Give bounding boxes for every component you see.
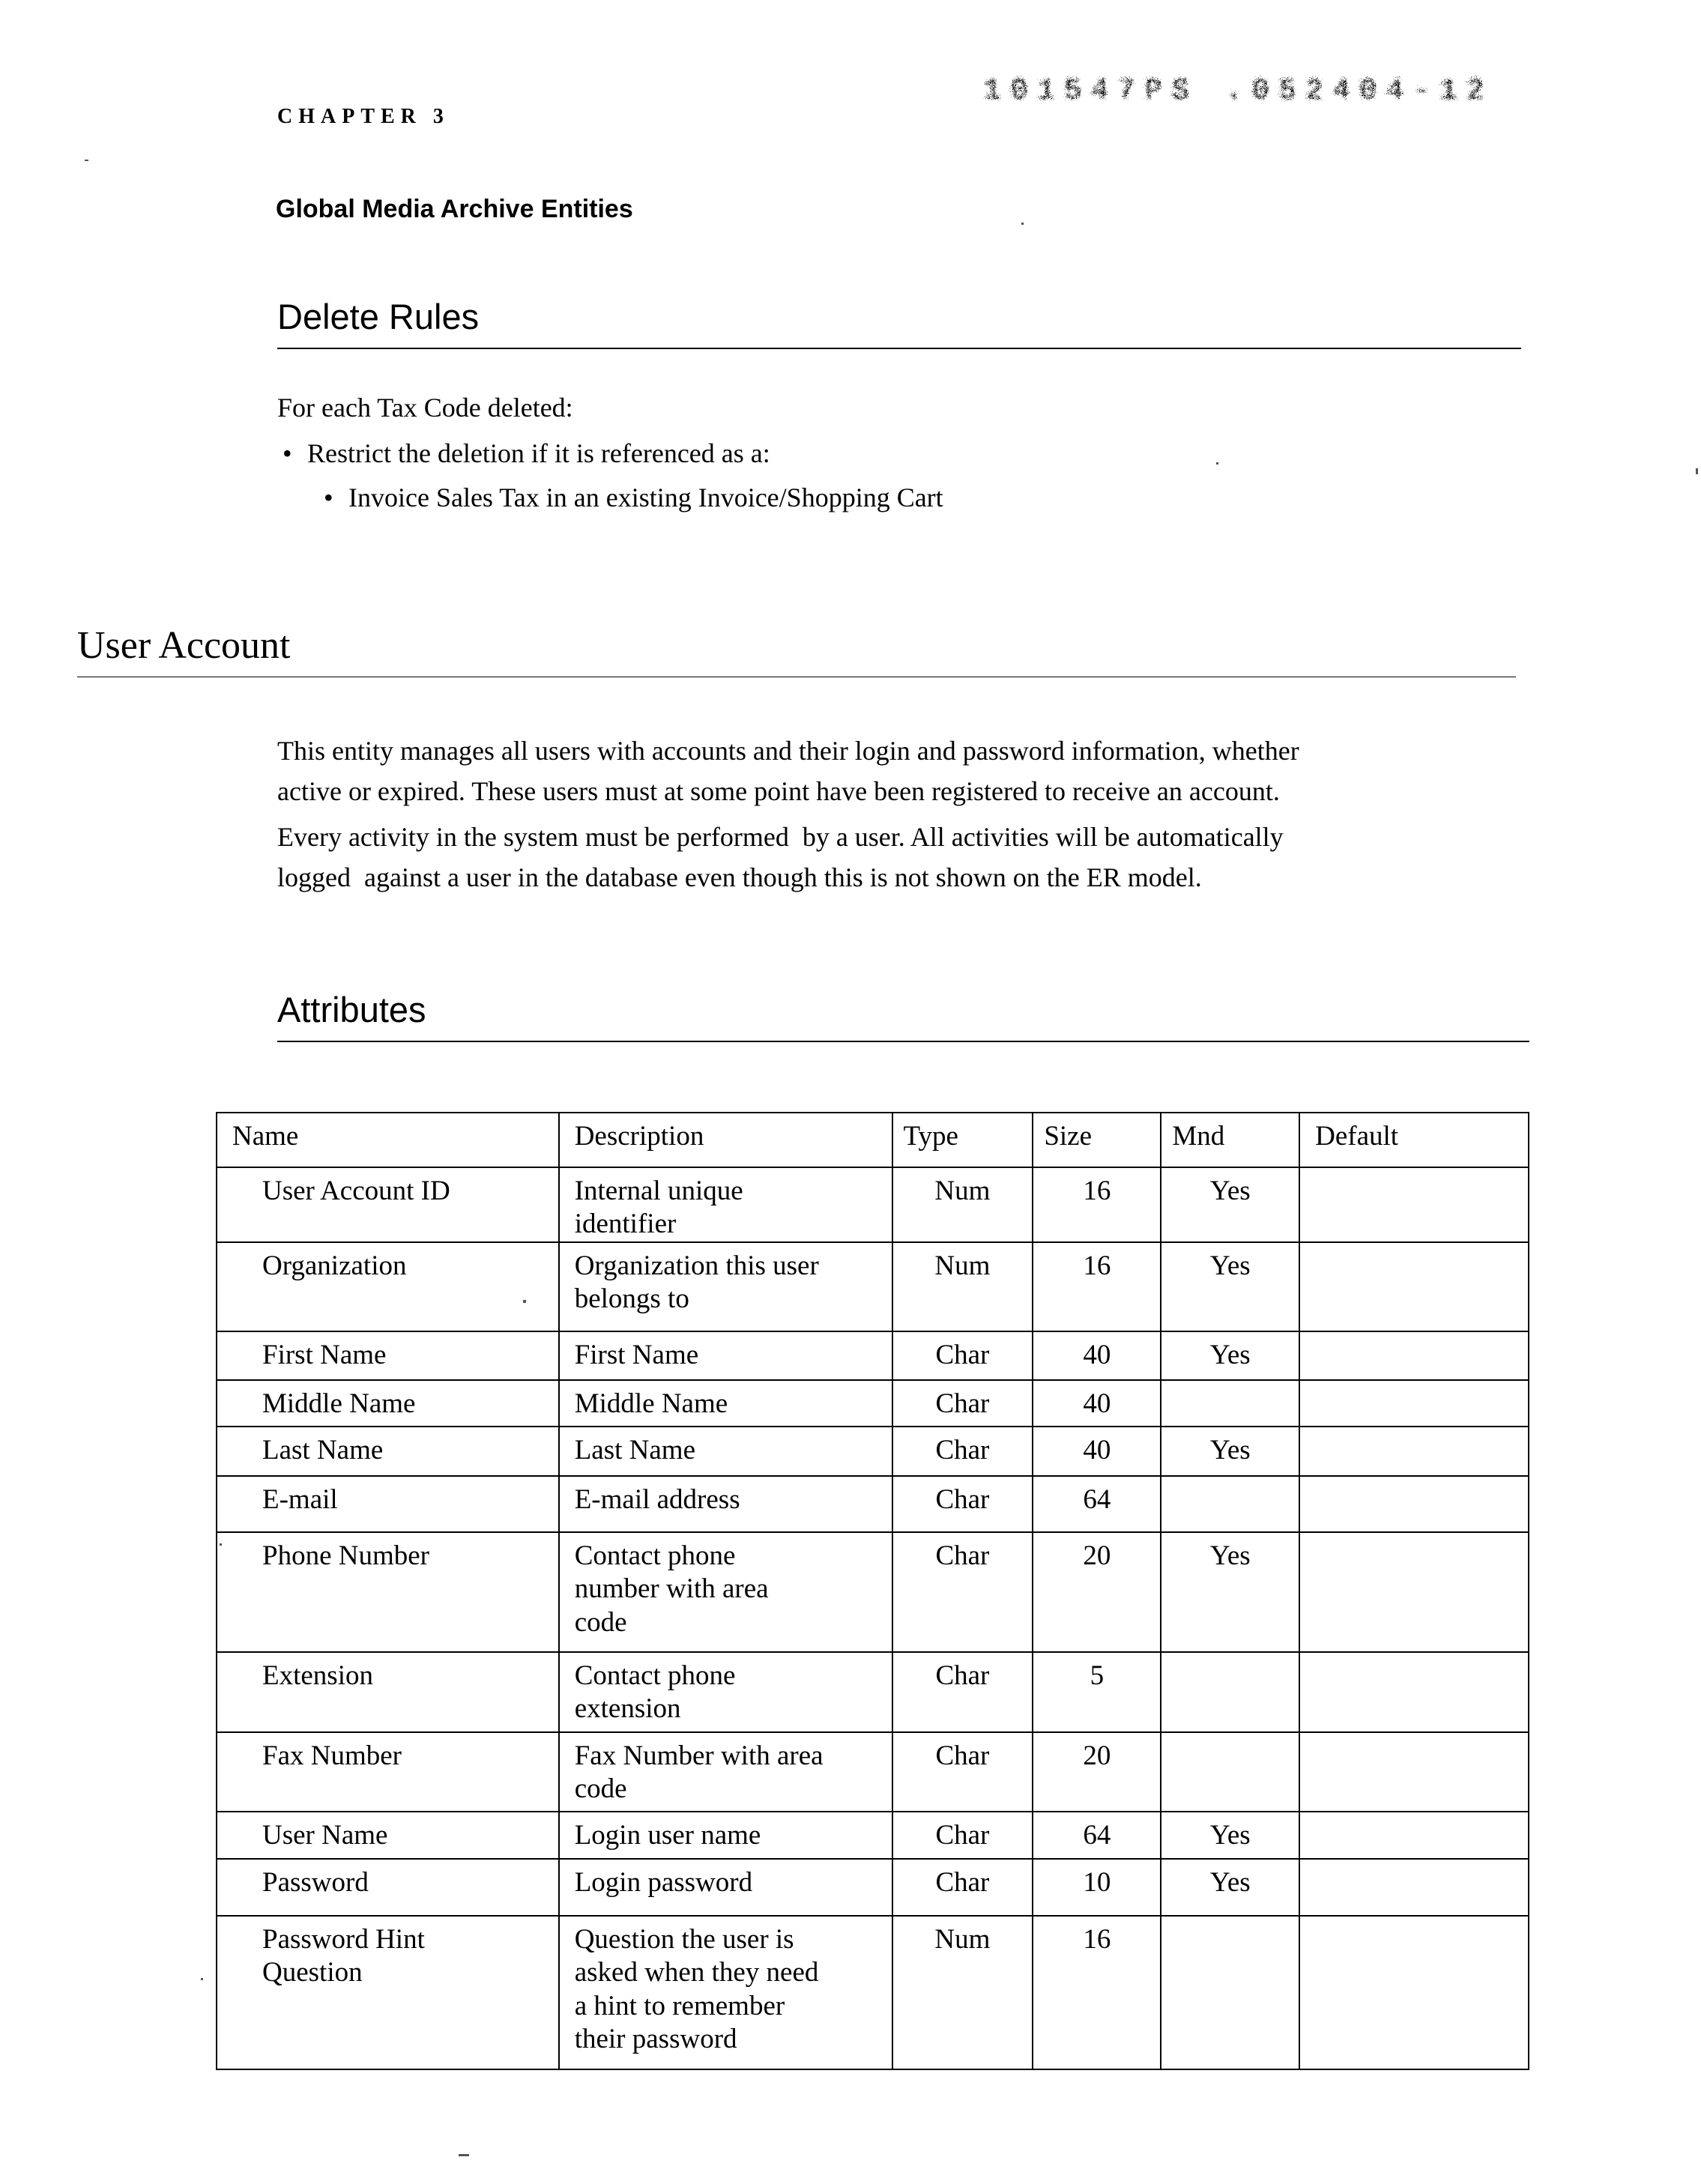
svg-text:101547PS .052404-12: 101547PS .052404-12: [982, 73, 1491, 105]
